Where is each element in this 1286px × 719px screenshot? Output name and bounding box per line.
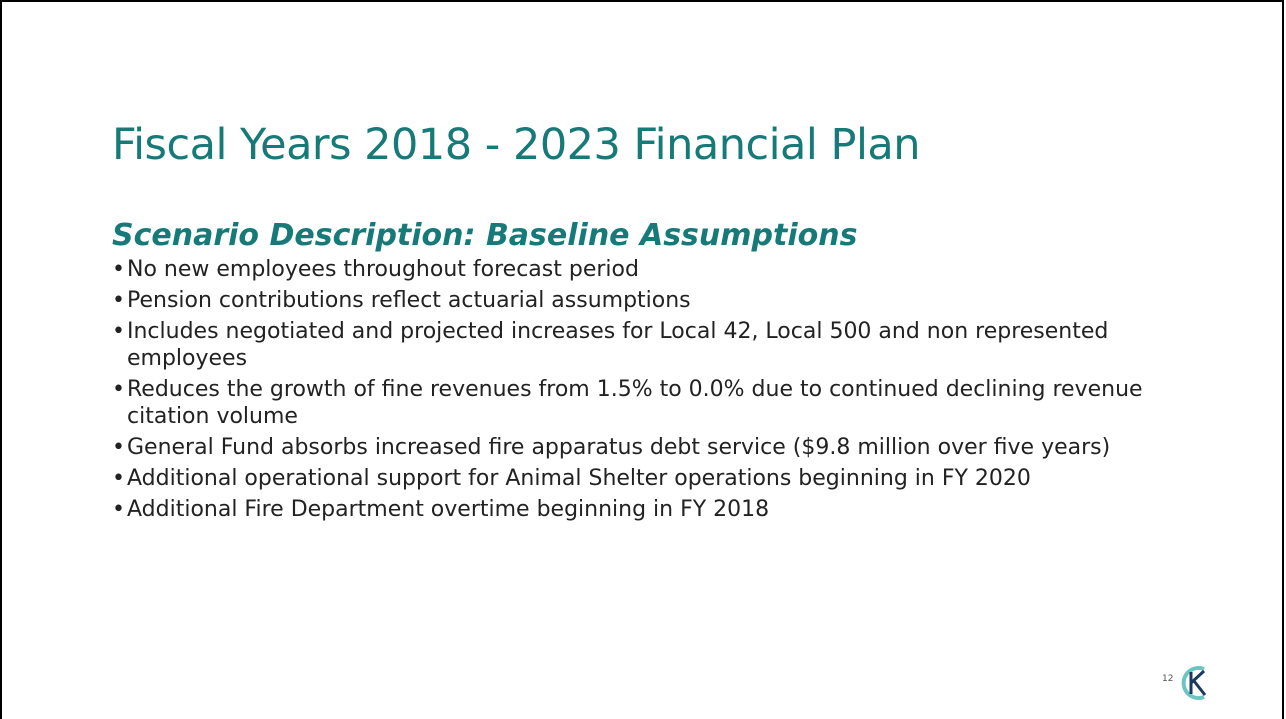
bullet-list: No new employees throughout forecast per… bbox=[112, 256, 1202, 527]
bullet: General Fund absorbs increased fire appa… bbox=[112, 434, 1202, 461]
subtitle: Scenario Description: Baseline Assumptio… bbox=[112, 218, 858, 253]
bullet: Reduces the growth of fine revenues from… bbox=[112, 376, 1202, 430]
bullet: Includes negotiated and projected increa… bbox=[112, 318, 1202, 372]
bullet: Additional Fire Department overtime begi… bbox=[112, 496, 1202, 523]
bullet: Additional operational support for Anima… bbox=[112, 465, 1202, 492]
page-number: 12 bbox=[1162, 674, 1174, 684]
logo bbox=[1181, 666, 1207, 700]
title: Fiscal Years 2018 - 2023 Financial Plan bbox=[112, 120, 921, 170]
bullet: No new employees throughout forecast per… bbox=[112, 256, 1202, 283]
bullet: Pension contributions reflect actuarial … bbox=[112, 287, 1202, 314]
